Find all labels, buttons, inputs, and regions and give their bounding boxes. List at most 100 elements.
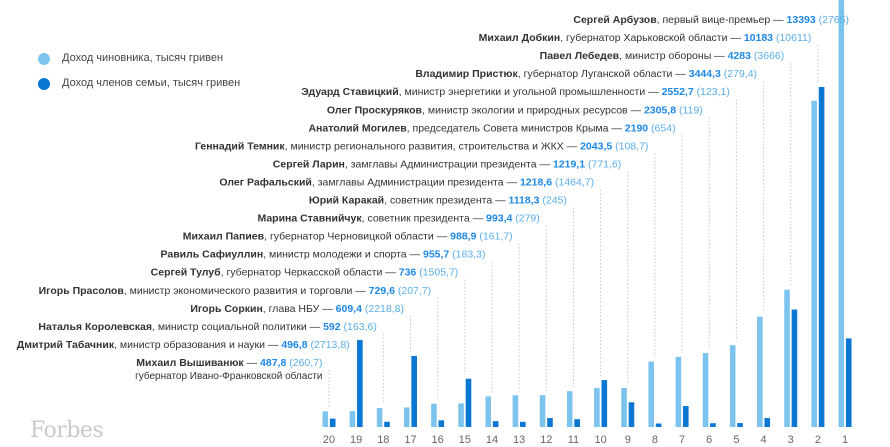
entry-role-8: , министр регионального развития, строит… [285, 140, 580, 152]
entry-name-10: Олег Рафальский [219, 176, 312, 188]
entry-name-9: Сергей Ларин [273, 158, 345, 170]
x-tick-label-20: 20 [323, 434, 335, 446]
x-tick-label-13: 13 [513, 434, 525, 446]
entry-name-18: Наталья Королевская [38, 321, 152, 333]
entry-role-14: , министр молодежи и спорта — [263, 249, 423, 261]
entry-name-5: Эдуард Ставицкий [301, 86, 399, 98]
entry-official-value-19: 496,8 [281, 339, 307, 351]
entry-label-18: Наталья Королевская, министр социальной … [38, 321, 376, 333]
entry-family-value-10: (1464,7) [552, 176, 594, 188]
entry-official-value-14: 955,7 [423, 249, 449, 261]
entry-name-16: Игорь Прасолов [39, 285, 125, 297]
x-tick-label-4: 4 [760, 434, 766, 446]
bar-family-14 [492, 421, 499, 427]
entry-label-11: Юрий Каракай, советник президента — 1118… [309, 195, 567, 207]
entry-official-value-12: 993,4 [486, 213, 512, 225]
entry-label-10: Олег Рафальский, замглавы Администрации … [219, 176, 594, 188]
entry-label-16: Игорь Прасолов, министр экономического р… [39, 285, 432, 297]
bar-family-8 [655, 423, 662, 427]
legend-label-official: Доход чиновника, тысяч гривен [62, 52, 224, 64]
entry-name-2: Михаил Добкин [479, 32, 560, 44]
bar-official-17 [403, 407, 410, 427]
entry-role-20: — [244, 357, 260, 369]
x-tick-label-2: 2 [815, 434, 821, 446]
entry-family-value-20: (260,7) [286, 357, 322, 369]
bar-family-13 [520, 421, 526, 427]
entry-name-8: Геннадий Темник [195, 140, 285, 152]
legend-swatch-family [38, 78, 50, 90]
bar-family-12 [547, 418, 553, 427]
entry-family-value-14: (183,3) [449, 249, 485, 261]
entry-name-14: Равиль Сафиуллин [161, 249, 264, 261]
entry-label-5: Эдуард Ставицкий, министр энергетики и у… [301, 86, 730, 98]
entry-role-7: , председатель Совета министров Крыма — [407, 122, 625, 134]
bar-official-4 [757, 316, 763, 427]
entry-family-value-4: (279,4) [721, 68, 757, 80]
entry-role-13: , губернатор Черновицкой области — [264, 231, 450, 243]
entry-name-17: Игорь Соркин [190, 303, 262, 315]
entry-label-1: Сергей Арбузов, первый вице-премьер — 13… [573, 14, 849, 26]
entry-role-11: , советник президента — [384, 195, 508, 207]
entry-label-13: Михаил Папиев, губернатор Черновицкой об… [183, 231, 513, 243]
bar-official-13 [512, 395, 519, 427]
x-tick-label-14: 14 [486, 434, 498, 446]
x-tick-label-17: 17 [404, 434, 416, 446]
entry-official-value-11: 1118,3 [509, 195, 540, 207]
entry-official-value-5: 2552,7 [662, 86, 694, 98]
entry-role-4: , губернатор Луганской области — [518, 68, 689, 80]
bar-family-20 [329, 418, 336, 427]
entry-family-value-17: (2218,8) [362, 303, 404, 315]
entry-family-value-8: (108,7) [612, 140, 648, 152]
bar-family-16 [438, 420, 445, 427]
entry-official-value-17: 609,4 [336, 303, 362, 315]
bar-official-3 [784, 289, 790, 427]
entry-official-value-20: 487,8 [260, 357, 286, 369]
legend-label-family: Доход членов семьи, тысяч гривен [62, 77, 241, 89]
bar-family-18 [384, 421, 390, 427]
entry-role-19: , министр образования и науки — [114, 339, 281, 351]
entry-family-value-16: (207,7) [395, 285, 431, 297]
entry-official-value-6: 2305,8 [644, 104, 676, 116]
entry-official-value-1: 13393 [787, 14, 816, 26]
entry-label-4: Владимир Пристюк, губернатор Луганской о… [415, 68, 757, 80]
entry-family-value-6: (119) [676, 104, 703, 116]
bar-family-17 [411, 355, 417, 427]
entry-family-value-9: (771,6) [585, 158, 621, 170]
bar-family-3 [791, 309, 798, 427]
entry-label-12: Марина Ставнийчук, советник президента —… [257, 213, 539, 225]
forbes-logo: Forbes [30, 418, 104, 443]
entry-label-15: Сергей Тулуб, губернатор Черкасской обла… [151, 267, 459, 279]
entry-label-8: Геннадий Темник, министр регионального р… [195, 140, 648, 152]
bar-official-16 [431, 403, 437, 427]
bar-family-11 [574, 419, 580, 427]
entry-label-7: Анатолий Могилев, председатель Совета ми… [308, 122, 675, 134]
entry-family-value-15: (1505,7) [416, 267, 458, 279]
bar-official-12 [539, 395, 546, 427]
bar-official-15 [458, 403, 464, 427]
bar-official-9 [621, 387, 627, 427]
bar-official-19 [349, 411, 356, 427]
bar-family-4 [764, 418, 771, 427]
entry-label-9: Сергей Ларин, замглавы Администрации пре… [273, 158, 621, 170]
entry-role-2: , губернатор Харьковской области — [560, 32, 744, 44]
entry-role-12: , советник президента — [362, 213, 486, 225]
x-tick-label-5: 5 [733, 434, 739, 446]
entry-role-10: , замглавы Администрации президента — [312, 176, 520, 188]
entry-role-6: , министр экологии и природных ресурсов … [422, 104, 644, 116]
entry-label-3: Павел Лебедев, министр обороны — 4283 (3… [540, 50, 785, 62]
bar-family-9 [628, 402, 635, 427]
entry-label-19: Дмитрий Табачник, министр образования и … [17, 339, 350, 351]
bar-family-5 [737, 423, 743, 427]
entry-family-value-18: (163,6) [341, 321, 377, 333]
bar-family-6 [710, 423, 716, 427]
entry-family-value-1: (2765) [816, 14, 849, 26]
x-tick-label-8: 8 [652, 434, 658, 446]
x-tick-label-9: 9 [625, 434, 631, 446]
entry-name-4: Владимир Пристюк [415, 68, 518, 80]
entry-official-value-9: 1219,1 [553, 158, 585, 170]
bar-family-19 [357, 340, 363, 427]
x-tick-label-16: 16 [432, 434, 444, 446]
entry-name-1: Сергей Арбузов [573, 14, 657, 26]
x-tick-label-3: 3 [788, 434, 794, 446]
